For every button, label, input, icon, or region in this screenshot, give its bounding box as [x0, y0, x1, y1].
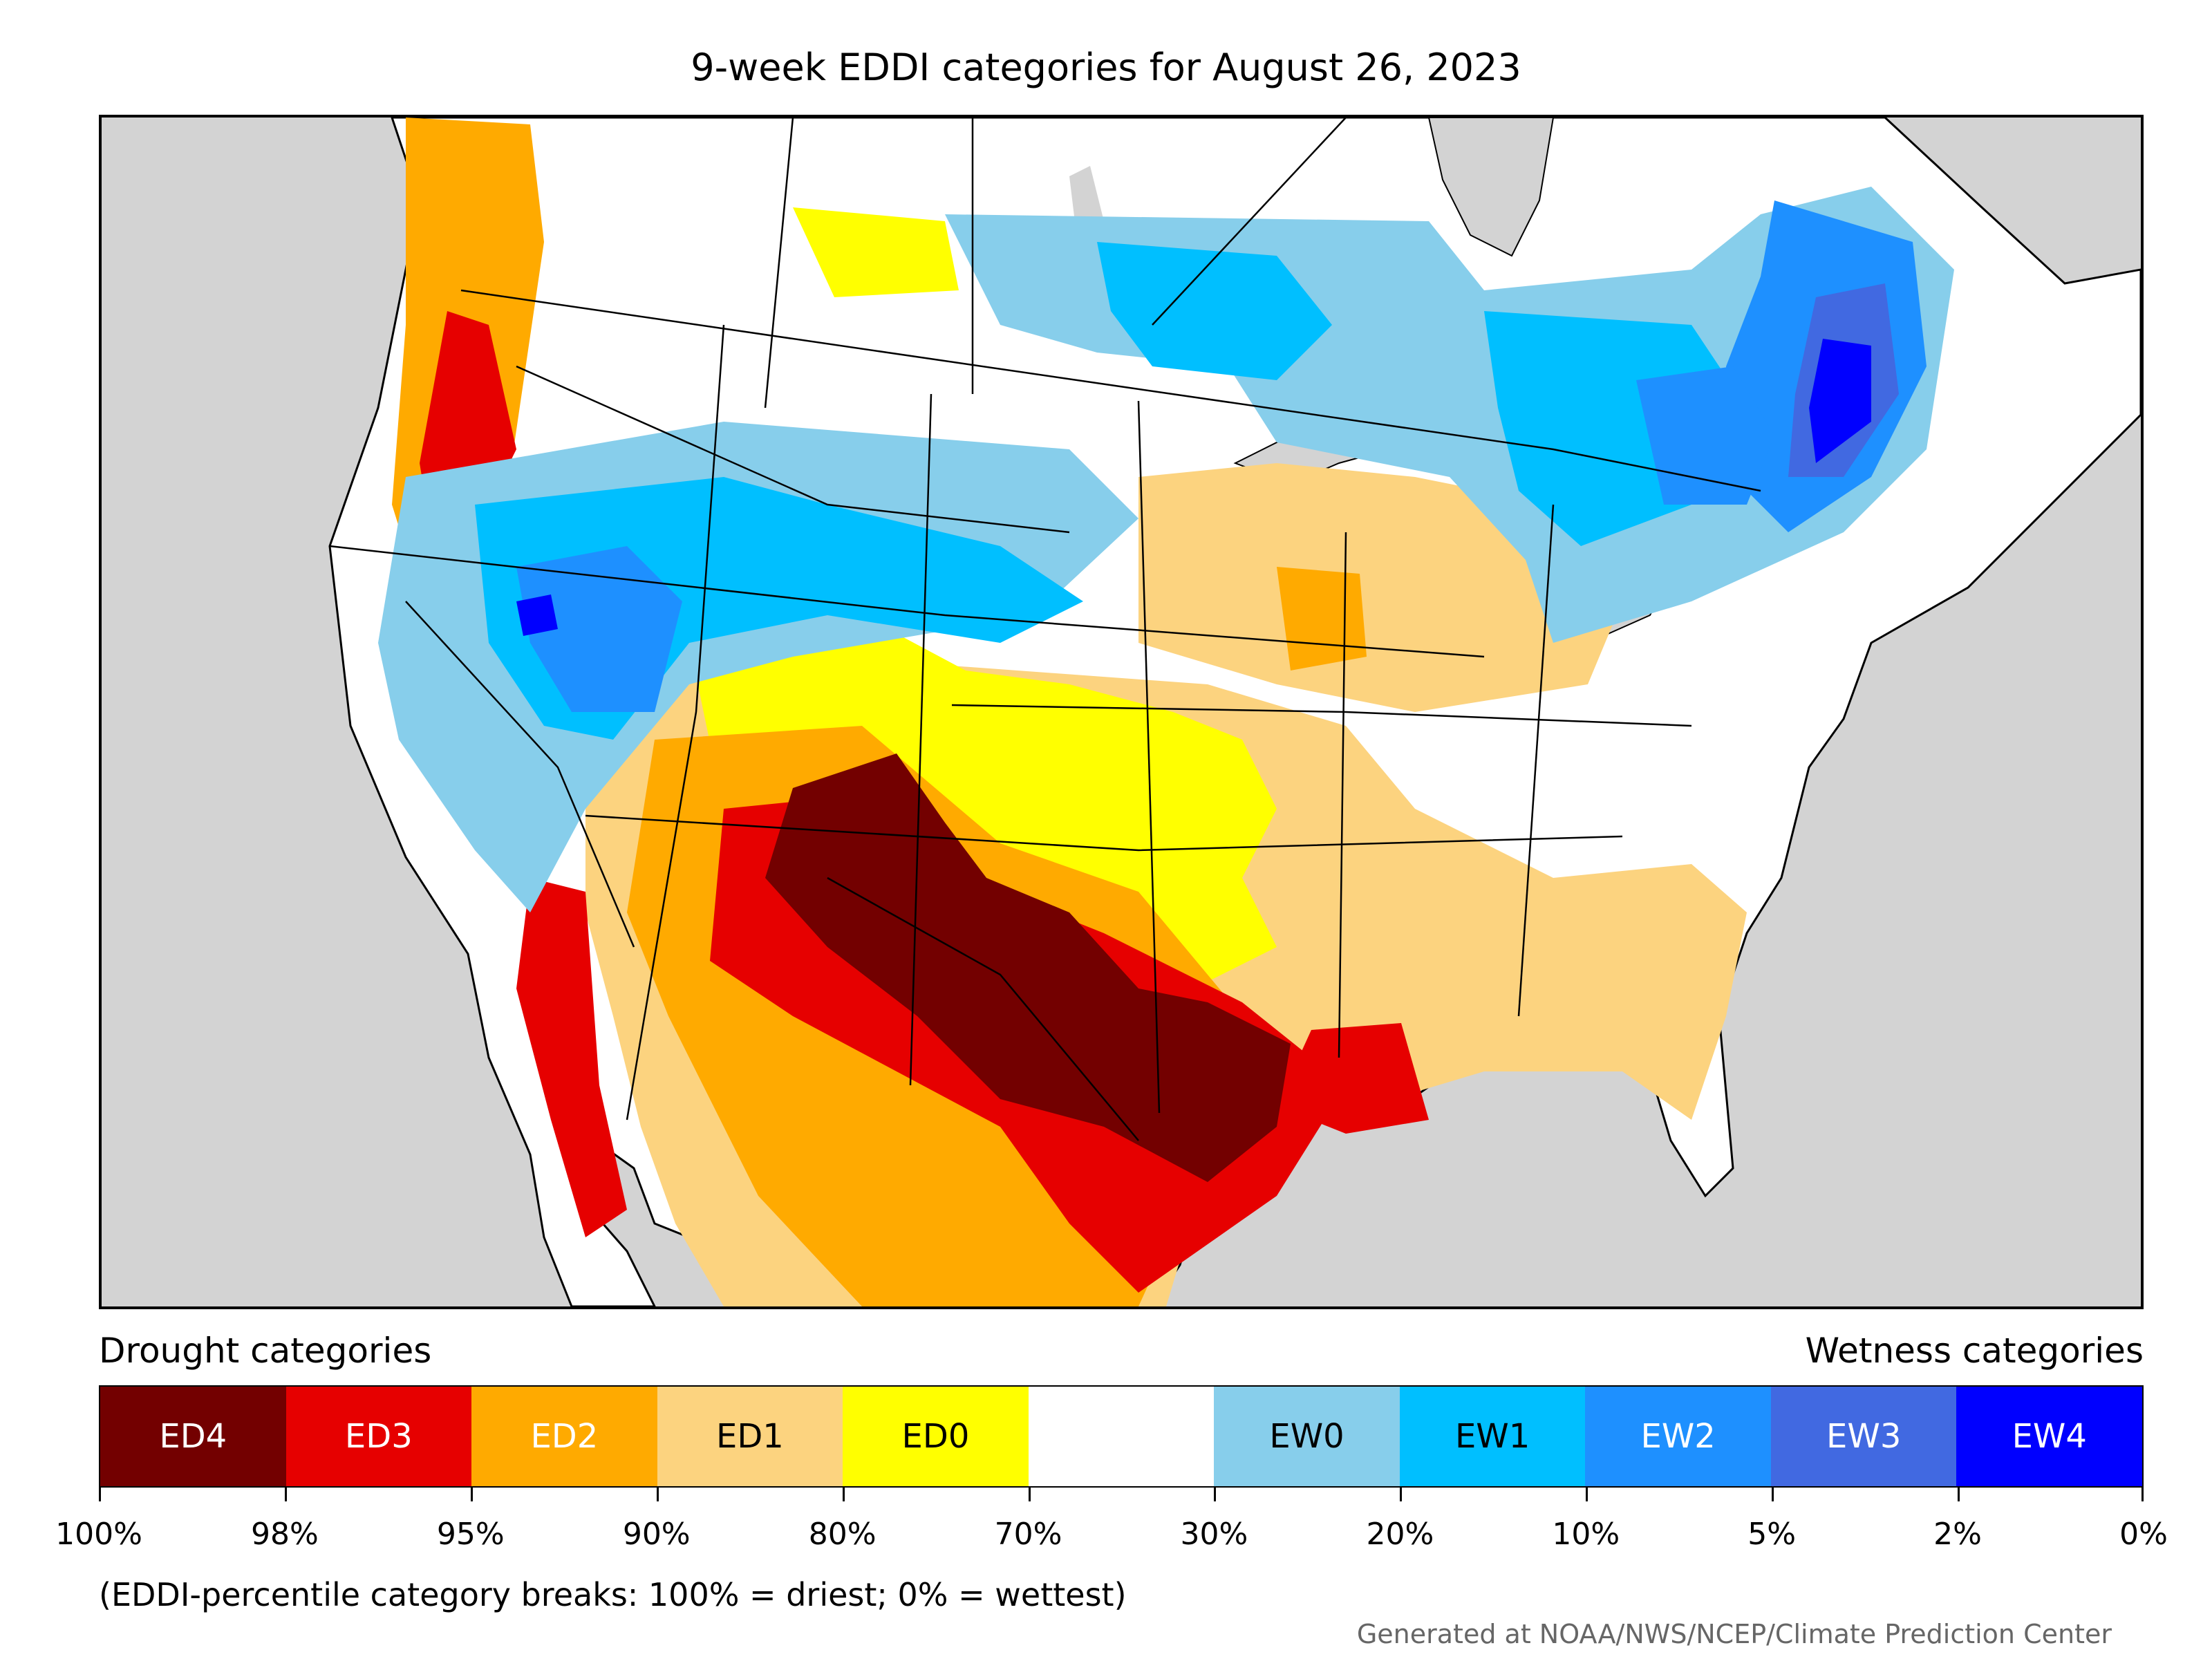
colorbar-tick [2141, 1486, 2144, 1501]
drought-categories-heading: Drought categories [99, 1331, 432, 1371]
map-svg [328, 118, 2141, 1306]
colorbar-tick [99, 1486, 101, 1501]
colorbar-tick [284, 1486, 287, 1501]
colorbar-tick-label: 2% [1933, 1517, 1982, 1552]
category-label: ED3 [344, 1417, 413, 1456]
hudson-bay [1427, 118, 1555, 257]
category-breaks-note: (EDDI-percentile category breaks: 100% =… [99, 1576, 1127, 1613]
wetness-shading [378, 187, 1954, 912]
colorbar-tick-label: 30% [1180, 1517, 1248, 1552]
colorbar-tick [1028, 1486, 1031, 1501]
category-label: EW1 [1454, 1417, 1530, 1456]
colorbar-tick-label: 95% [436, 1517, 505, 1552]
eddi-map [99, 115, 2144, 1309]
colorbar-tick-label: 90% [622, 1517, 691, 1552]
category-cell-ed1: ED1 [657, 1387, 843, 1486]
category-cell-ed4: ED4 [100, 1387, 286, 1486]
colorbar-tick-label: 0% [2119, 1517, 2168, 1552]
colorbar-tick-label: 80% [808, 1517, 877, 1552]
colorbar-tick [1400, 1486, 1403, 1501]
category-cell-ed2: ED2 [471, 1387, 657, 1486]
category-cell-ew0: EW0 [1214, 1387, 1400, 1486]
colorbar-tick [842, 1486, 845, 1501]
colorbar-tick-label: 10% [1552, 1517, 1620, 1552]
category-label: EW2 [1640, 1417, 1716, 1456]
colorbar-tick [1772, 1486, 1774, 1501]
category-cell-ed3: ED3 [285, 1387, 472, 1486]
category-label: EW0 [1269, 1417, 1344, 1456]
boundaries [329, 118, 1761, 1141]
category-cell-ew1: EW1 [1399, 1387, 1586, 1486]
colorbar-tick [1958, 1486, 1960, 1501]
colorbar-tick-label: 5% [1747, 1517, 1797, 1552]
colorbar-tick [656, 1486, 659, 1501]
colorbar-tick-label: 98% [251, 1517, 319, 1552]
wetness-categories-heading: Wetness categories [1805, 1331, 2144, 1371]
category-label: EW3 [1826, 1417, 1902, 1456]
credit-line: Generated at NOAA/NWS/NCEP/Climate Predi… [1356, 1619, 2112, 1649]
colorbar-tick [470, 1486, 473, 1501]
colorbar-tick [1214, 1486, 1217, 1501]
category-cell-ew2: EW2 [1585, 1387, 1771, 1486]
category-label: ED1 [716, 1417, 784, 1456]
category-colorbar: ED4 ED3 ED2 ED1 ED0 EW0 EW1 EW2 EW3 EW4 [99, 1385, 2144, 1488]
colorbar-tick-label: 100% [55, 1517, 142, 1552]
category-label: EW4 [2012, 1417, 2087, 1456]
colorbar-tick [1586, 1486, 1588, 1501]
category-label: ED2 [530, 1417, 599, 1456]
category-label: ED4 [159, 1417, 227, 1456]
colorbar-ticks [99, 1486, 2144, 1514]
map-title: 9-week EDDI categories for August 26, 20… [691, 46, 1521, 89]
category-cell-ed0: ED0 [843, 1387, 1029, 1486]
colorbar-tick-label: 70% [994, 1517, 1062, 1552]
category-cell-ew4: EW4 [1956, 1387, 2143, 1486]
category-label: ED0 [901, 1417, 970, 1456]
colorbar-tick-label: 20% [1366, 1517, 1434, 1552]
category-cell-ew3: EW3 [1770, 1387, 1957, 1486]
category-cell-neutral [1028, 1387, 1215, 1486]
